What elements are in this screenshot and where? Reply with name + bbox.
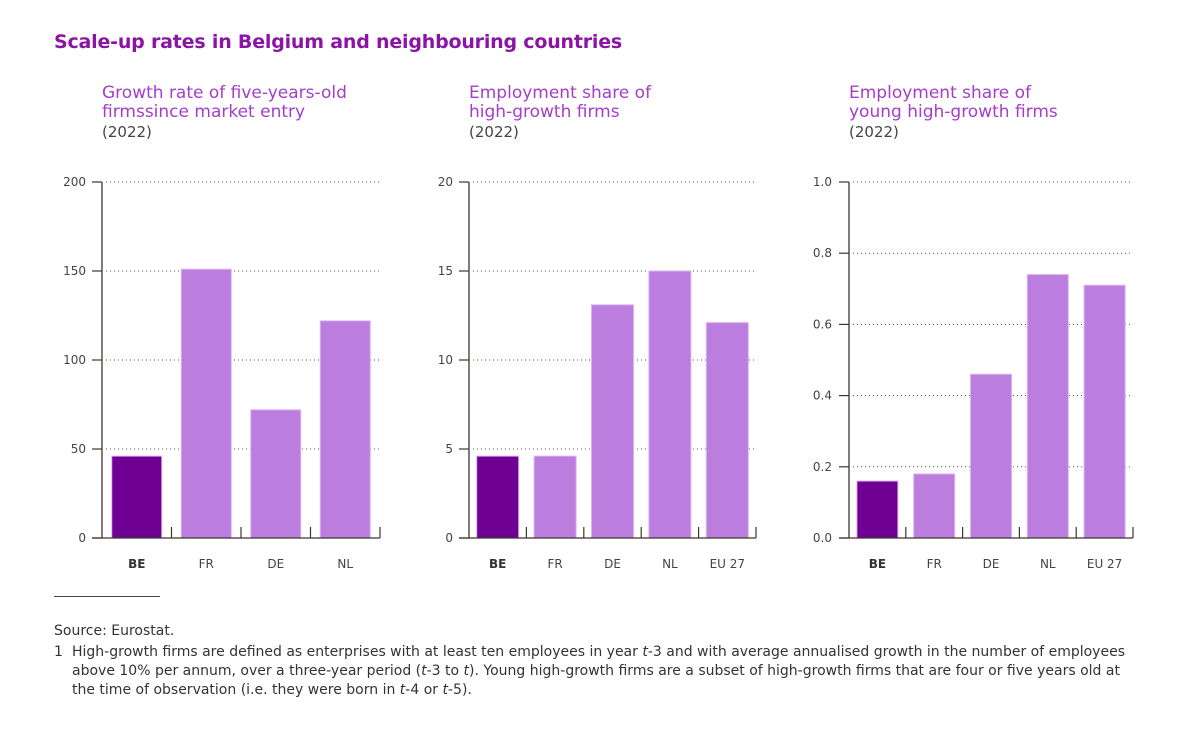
source-note: Source: Eurostat. <box>54 623 175 639</box>
bar-fr <box>913 473 956 539</box>
bar-eu-27 <box>1083 284 1126 539</box>
bar-fr <box>180 268 232 539</box>
panel-title-line-1: Growth rate of five-years-old <box>102 83 347 103</box>
y-tick-label: 1.0 <box>813 175 832 189</box>
bar-be <box>111 455 163 539</box>
x-category-label: DE <box>983 557 1000 571</box>
bar-nl <box>319 320 371 539</box>
y-tick-label: 0 <box>445 531 453 545</box>
panel-title-line-1: Employment share of <box>849 83 1032 103</box>
y-tick-label: 0.8 <box>813 246 832 260</box>
footnote-text: High-growth firms are defined as enterpr… <box>72 643 1144 700</box>
x-category-label: NL <box>1040 557 1056 571</box>
x-category-label: EU 27 <box>710 557 745 571</box>
panel-subtitle: (2022) <box>849 123 899 141</box>
footnote-text-run: -3 to <box>426 663 464 679</box>
y-tick-label: 0.6 <box>813 317 832 331</box>
y-tick-label: 0.4 <box>813 389 832 403</box>
x-category-label: DE <box>267 557 284 571</box>
y-tick-label: 10 <box>438 353 453 367</box>
y-tick-label: 15 <box>438 264 453 278</box>
bar-eu-27 <box>705 322 749 539</box>
x-category-label: BE <box>489 557 506 571</box>
footnote-text-run: High-growth firms are defined as enterpr… <box>72 644 643 660</box>
bar-de <box>591 304 634 539</box>
x-category-label: BE <box>128 557 145 571</box>
bar-chart-employment-share: 0 5 10 15 20 BE FR DE NL EU 27 <box>438 175 757 571</box>
bar-be <box>856 480 899 539</box>
y-tick-label: 0.2 <box>813 460 832 474</box>
footnote-text-run: -5). <box>447 682 472 698</box>
y-tick-label: 0 <box>78 531 86 545</box>
bar-nl <box>1026 274 1069 539</box>
y-tick-label: 20 <box>438 175 453 189</box>
y-tick-label: 0.0 <box>813 531 832 545</box>
x-category-label: DE <box>604 557 621 571</box>
bar-nl <box>648 270 692 539</box>
panel-title: Employment share of young high-growth fi… <box>849 84 1058 142</box>
bar-de <box>970 373 1012 539</box>
x-category-label: NL <box>662 557 678 571</box>
x-category-label: FR <box>547 557 562 571</box>
footnote-text-run: -4 or <box>405 682 443 698</box>
footnote-divider <box>54 596 160 597</box>
panel-subtitle: (2022) <box>102 123 152 141</box>
footnote: 1 High-growth firms are defined as enter… <box>54 643 1144 700</box>
panel-title-line-2: high-growth firms <box>469 102 620 122</box>
footnote-text-run: ). Young high-growth firms are a subset … <box>72 663 1120 698</box>
y-tick-label: 50 <box>71 442 86 456</box>
x-category-label: FR <box>927 557 942 571</box>
panel-title: Employment share of high-growth firms (2… <box>469 84 651 142</box>
footnote-number: 1 <box>54 644 63 660</box>
panel-title: Growth rate of five-years-old firmssince… <box>102 84 347 142</box>
x-category-label: EU 27 <box>1087 557 1122 571</box>
panel-title-line-1: Employment share of <box>469 83 652 103</box>
bar-fr <box>533 455 577 539</box>
panel-title-line-2: young high-growth firms <box>849 102 1058 122</box>
x-category-label: BE <box>869 557 886 571</box>
bar-chart-young-employment-share: 0.0 0.2 0.4 0.6 0.8 1.0 BE FR DE NL EU 27 <box>813 175 1134 571</box>
footnote-italic-variable: t <box>399 682 406 698</box>
footnote-italic-variable: t <box>642 644 648 660</box>
footnote-italic-variable: t <box>463 663 470 679</box>
footnote-italic-variable: t <box>442 682 448 698</box>
x-category-label: FR <box>199 557 214 571</box>
footnote-italic-variable: t <box>421 663 427 679</box>
figure-title: Scale-up rates in Belgium and neighbouri… <box>54 31 623 53</box>
y-tick-label: 200 <box>63 175 86 189</box>
panel-title-line-2: firmssince market entry <box>102 102 306 122</box>
y-tick-label: 5 <box>445 442 453 456</box>
panel-subtitle: (2022) <box>469 123 519 141</box>
y-tick-label: 100 <box>63 353 86 367</box>
x-category-label: NL <box>337 557 353 571</box>
footnote-text-run: -3 and with average annualised growth in… <box>72 644 1125 679</box>
bar-chart-growth-rate: 0 50 100 150 200 BE FR DE NL <box>63 175 381 571</box>
y-tick-label: 150 <box>63 264 86 278</box>
